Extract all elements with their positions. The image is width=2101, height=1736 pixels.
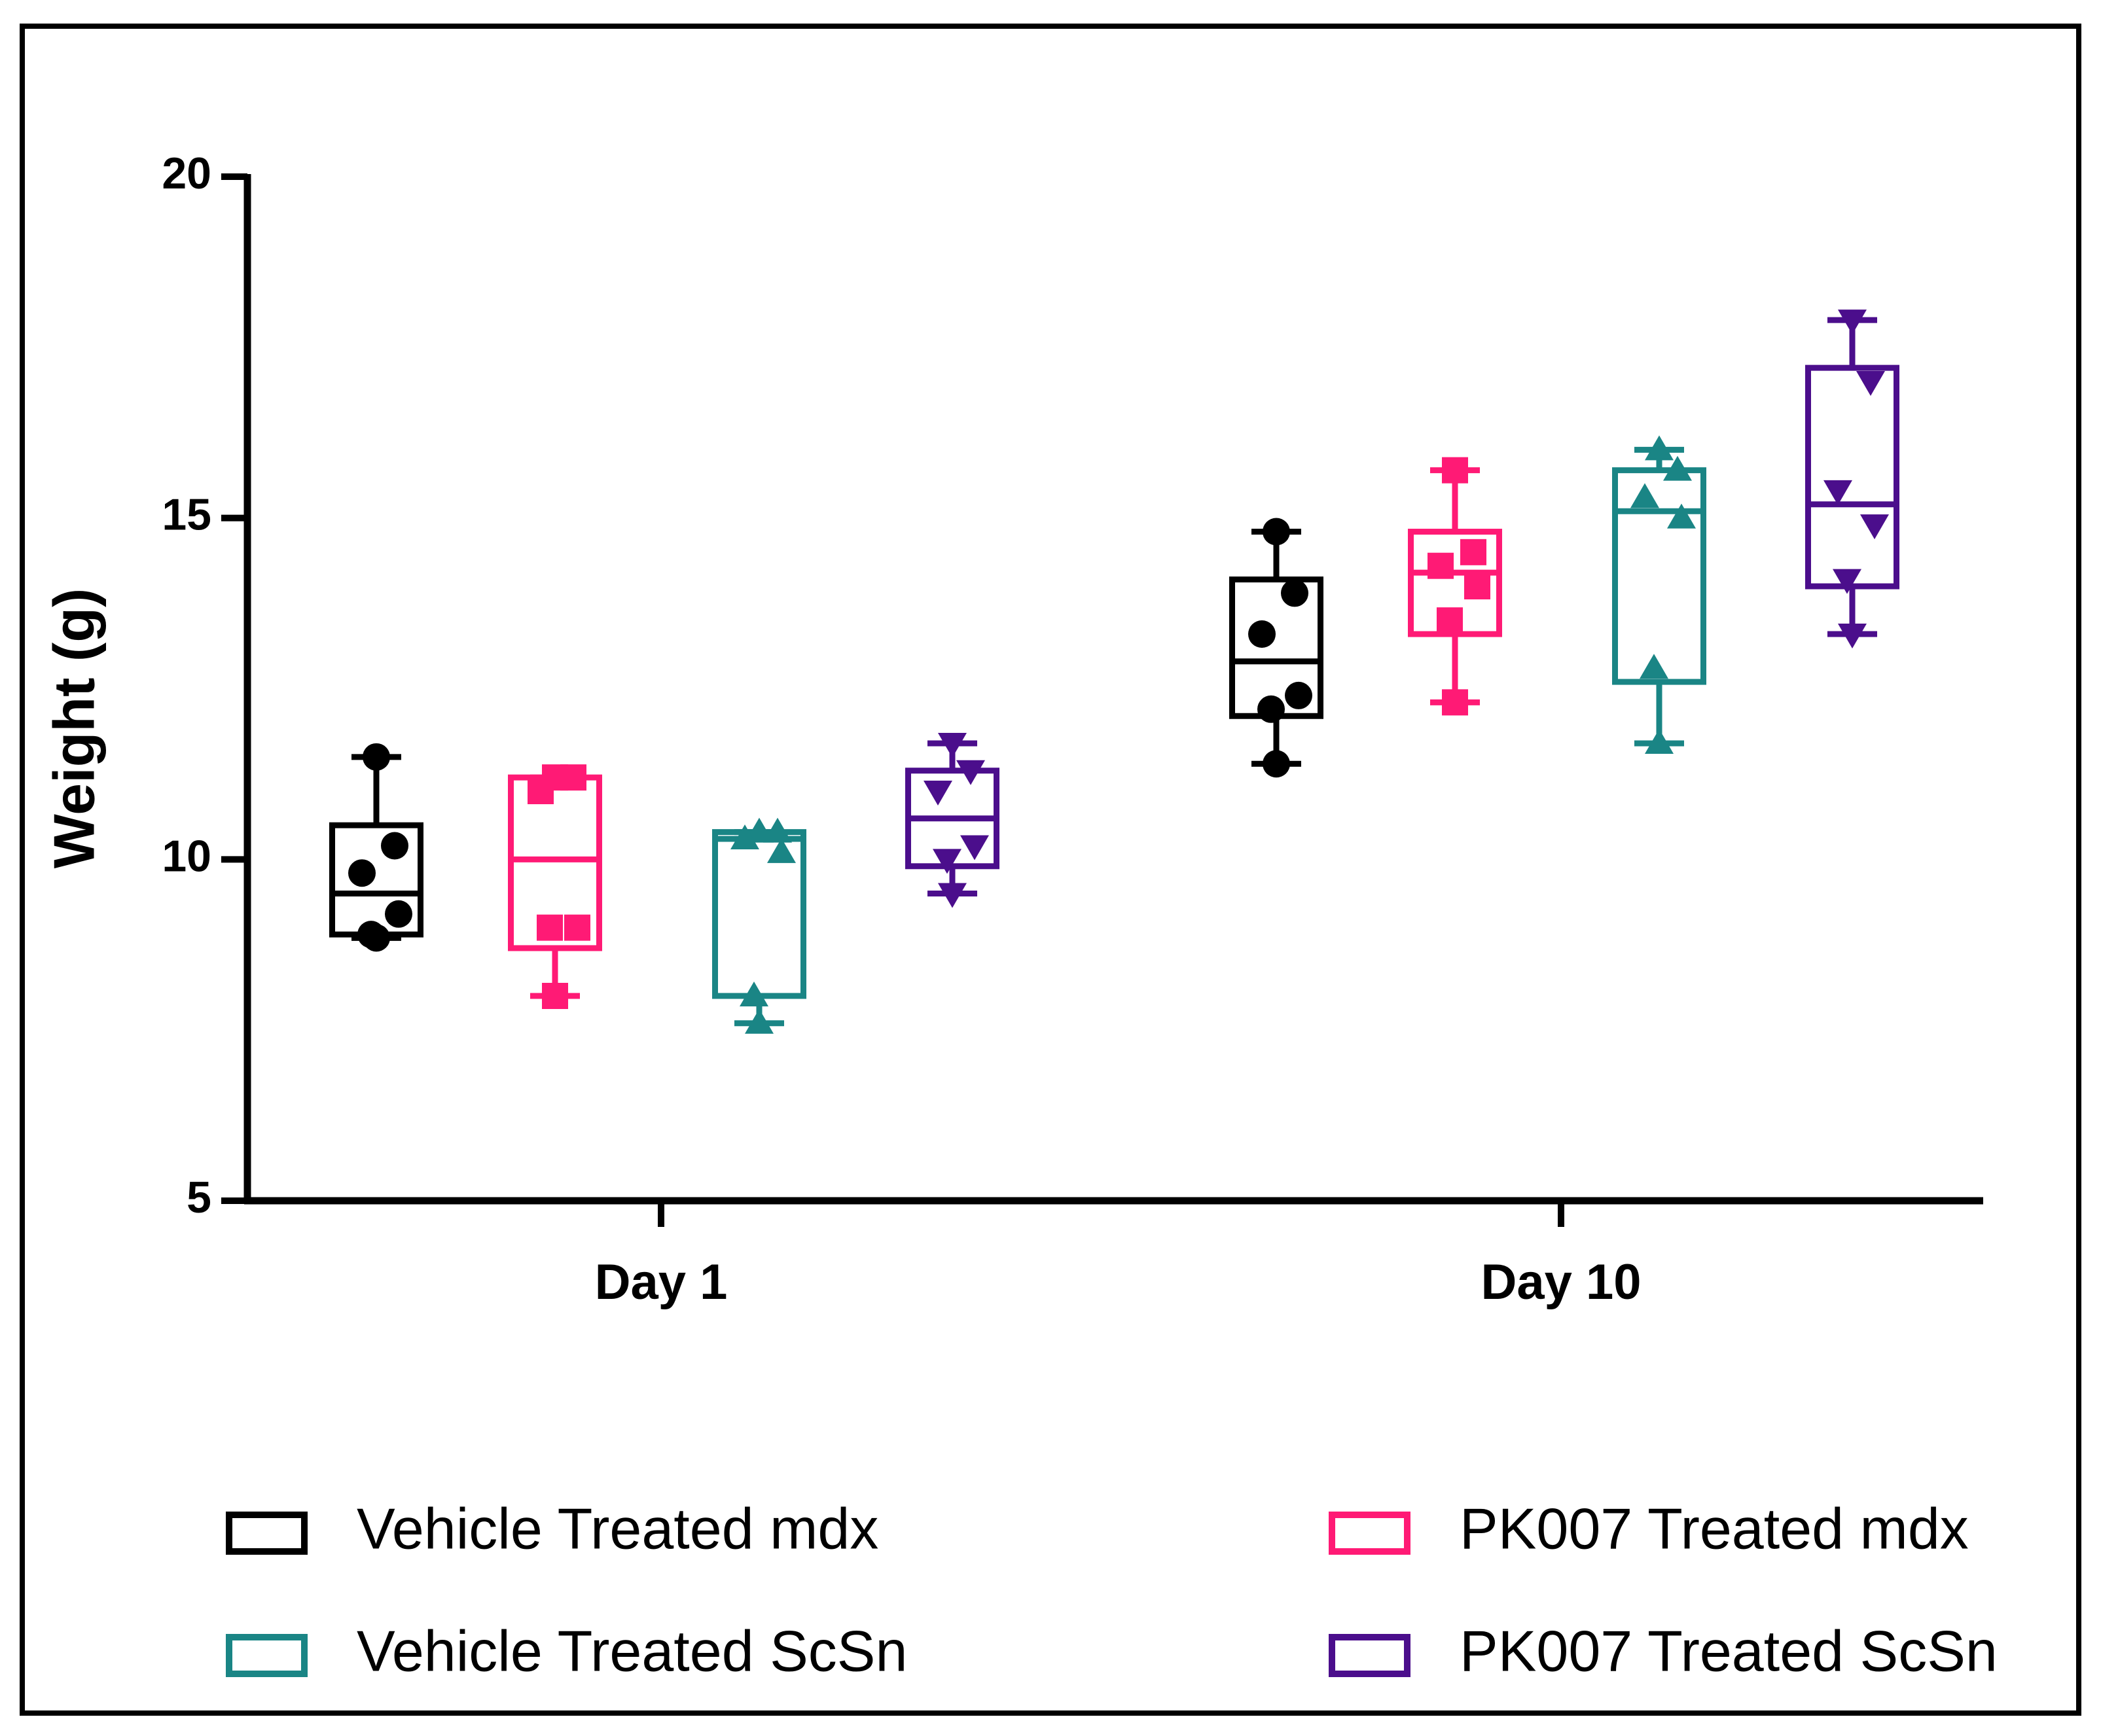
data-point [385, 900, 412, 928]
data-point [924, 781, 952, 806]
legend-label: PK007 Treated mdx [1460, 1496, 1969, 1561]
x-tick-label: Day 10 [1481, 1254, 1641, 1310]
box-group [329, 743, 423, 952]
legend-swatch [226, 1634, 308, 1677]
legend-swatch [1329, 1512, 1410, 1555]
series-pk007-treated-mdx [508, 457, 1502, 1009]
data-point [381, 832, 408, 860]
data-point [1263, 750, 1290, 778]
data-point [542, 983, 568, 1009]
data-point [1667, 503, 1696, 529]
data-point [767, 838, 796, 863]
axes: 5 10 15 20 Day 1 Day 10 [162, 149, 1983, 1310]
data-point [1248, 620, 1276, 648]
legend: Vehicle Treated mdx PK007 Treated mdx Vehi… [226, 1496, 1998, 1683]
data-point [1630, 483, 1659, 508]
data-point [1838, 624, 1867, 649]
data-point [1640, 654, 1668, 679]
data-point [1663, 455, 1692, 481]
data-point [1823, 480, 1852, 505]
data-point [740, 982, 768, 1006]
legend-item: PK007 Treated ScSn [1329, 1618, 1998, 1683]
data-point [1833, 569, 1861, 594]
data-point [1645, 728, 1674, 754]
data-point [1281, 579, 1308, 607]
series-pk007-treated-scsn [905, 310, 1899, 908]
y-tick-label: 15 [162, 490, 211, 540]
data-point [1257, 695, 1285, 723]
data-point [1464, 573, 1490, 599]
box-group [905, 732, 999, 908]
data-point [933, 849, 961, 874]
y-axis-title: Weight (g) [41, 588, 106, 868]
data-point [1437, 607, 1463, 634]
box-group [712, 817, 806, 1034]
series-vehicle-treated-mdx [329, 518, 1323, 952]
data-point [1856, 371, 1885, 396]
box-group [1229, 518, 1323, 778]
legend-swatch [1329, 1634, 1410, 1677]
box-series [329, 310, 1899, 1034]
box-group [1408, 457, 1502, 716]
data-point [564, 914, 590, 941]
series-vehicle-treated-scsn [712, 435, 1706, 1034]
box-group [508, 764, 602, 1009]
data-point [956, 760, 985, 785]
data-point [1285, 681, 1312, 709]
legend-item: Vehicle Treated mdx [226, 1496, 878, 1561]
data-point [1442, 457, 1468, 484]
data-point [560, 764, 586, 791]
legend-item: Vehicle Treated ScSn [226, 1618, 907, 1683]
data-point [763, 817, 792, 843]
data-point [528, 778, 554, 804]
data-point [363, 924, 390, 952]
data-point [1645, 435, 1674, 461]
data-point [960, 835, 989, 860]
iqr-box [1805, 364, 1899, 590]
data-point [1838, 310, 1867, 335]
legend-item: PK007 Treated mdx [1329, 1496, 1969, 1561]
y-tick-label: 20 [162, 149, 211, 198]
data-point [363, 743, 390, 771]
data-point [1442, 689, 1468, 716]
box-group [1805, 310, 1899, 649]
data-point [938, 732, 967, 758]
box-group [1612, 435, 1706, 754]
data-point [1860, 514, 1889, 540]
data-point [1263, 518, 1290, 546]
legend-label: PK007 Treated ScSn [1460, 1618, 1998, 1683]
data-point [745, 817, 774, 843]
legend-label: Vehicle Treated ScSn [357, 1618, 907, 1683]
data-point [537, 914, 563, 941]
data-point [730, 824, 759, 850]
data-point [745, 1008, 774, 1034]
data-point [938, 883, 967, 908]
data-point [348, 859, 376, 887]
y-tick-label: 10 [162, 831, 211, 881]
iqr-box [1612, 467, 1706, 685]
legend-label: Vehicle Treated mdx [357, 1496, 878, 1561]
y-tick-label: 5 [187, 1173, 211, 1222]
legend-swatch [226, 1512, 308, 1555]
data-point [1428, 552, 1454, 579]
x-tick-label: Day 1 [595, 1254, 728, 1310]
iqr-box [1408, 529, 1502, 637]
data-point [1460, 539, 1486, 565]
